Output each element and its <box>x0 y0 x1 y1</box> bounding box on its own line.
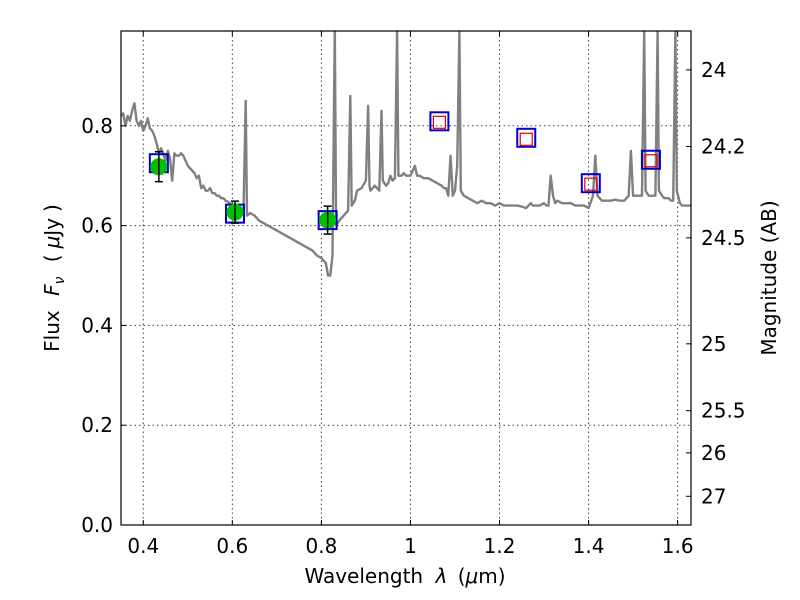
mag-tick-label: 25.5 <box>701 399 746 423</box>
y-tick-label: 0.8 <box>81 114 113 138</box>
x-axis-label-symbol: λ <box>434 564 447 588</box>
y-axis-right-label: Magnitude (AB) <box>757 200 781 355</box>
model-square-red <box>584 177 598 191</box>
model-square-blue <box>580 173 601 194</box>
spectrum-line <box>121 31 691 277</box>
x-axis-label-unit-rest: m) <box>478 564 505 588</box>
x-tick-label: 1.4 <box>573 534 605 558</box>
x-tick-label: 0.4 <box>127 534 159 558</box>
y-tick-label: 0.6 <box>81 214 113 238</box>
grid <box>121 31 691 526</box>
x-tick-label: 1.6 <box>662 534 694 558</box>
model-square-red <box>644 154 658 168</box>
x-axis-label-unit-mu: μ <box>465 564 479 588</box>
mag-tick-label: 26 <box>701 441 726 465</box>
y-axis-label-unit-mu: μ <box>40 236 64 250</box>
y-axis-label-unit-close: ) <box>40 204 64 212</box>
y-axis-label: Flux Fν ( μJy) <box>40 204 69 352</box>
y-axis-label-unit-open: ( <box>40 254 64 262</box>
mag-tick-label: 24.2 <box>701 134 746 158</box>
x-tick-label: 0.6 <box>216 534 248 558</box>
y-axis-label-symbol: F <box>40 284 64 296</box>
mag-tick-label: 24.5 <box>701 226 746 250</box>
mag-tick-label: 27 <box>701 484 726 508</box>
x-axis-label-unit-open: ( <box>458 564 466 588</box>
x-axis-label-prefix: Wavelength <box>304 564 423 588</box>
y-tick-label: 0.0 <box>81 513 113 537</box>
model-square-blue <box>640 149 661 170</box>
y-axis-label-unit-rest: Jy <box>40 218 64 238</box>
axis-ticks: 0.4 0.6 0.8 1 1.2 1.4 1.6 0.0 0.2 0.4 0.6 0.8 24 24.2… <box>81 31 746 558</box>
mag-tick-label: 25 <box>701 332 726 356</box>
model-square-blue <box>429 111 450 132</box>
y-axis-label-subscript: ν <box>52 276 68 284</box>
y-tick-label: 0.2 <box>81 413 113 437</box>
x-axis-label: Wavelength λ (μm) <box>304 564 505 588</box>
model-square-red <box>432 115 446 129</box>
model-square-red <box>519 132 533 146</box>
mag-tick-label: 24 <box>701 58 726 82</box>
y-tick-label: 0.4 <box>81 313 113 337</box>
y-axis-label-prefix: Flux <box>40 310 64 352</box>
x-tick-label: 1 <box>404 534 417 558</box>
x-tick-label: 1.2 <box>484 534 516 558</box>
model-square-blue <box>516 127 537 148</box>
plot-frame <box>120 30 692 526</box>
x-tick-label: 0.8 <box>305 534 337 558</box>
data-markers <box>148 111 661 235</box>
